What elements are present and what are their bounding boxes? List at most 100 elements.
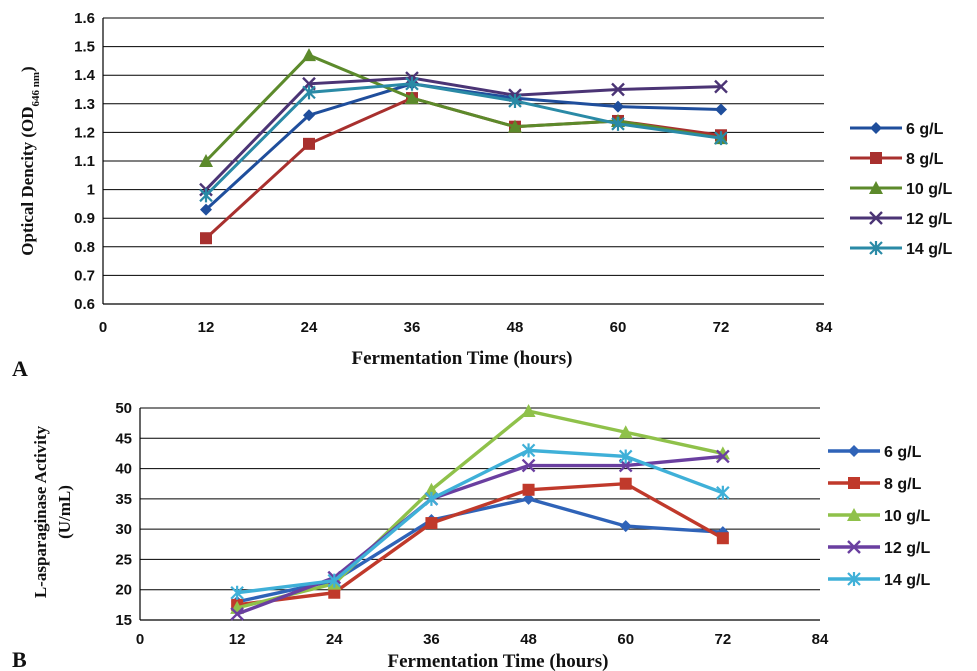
data-point — [328, 586, 341, 599]
data-point — [302, 85, 316, 100]
data-point — [303, 109, 315, 122]
legend-marker — [869, 181, 883, 194]
data-point — [716, 449, 730, 464]
legend-label: 12 g/L — [884, 540, 930, 557]
data-point — [521, 458, 536, 473]
x-tick-label: 12 — [198, 319, 215, 336]
legend-marker — [847, 508, 861, 521]
legend-marker — [870, 122, 882, 134]
data-point — [424, 482, 439, 496]
x-tick-label: 84 — [816, 319, 833, 336]
y-tick-label: 0.6 — [74, 296, 95, 313]
y-tick-label: 1.2 — [74, 124, 95, 141]
data-point — [405, 91, 419, 105]
data-point — [199, 154, 213, 167]
x-axis-title: Fermentation Time (hours) — [352, 348, 573, 369]
y-tick-label: 1 — [87, 182, 95, 199]
panel-label: A — [12, 356, 28, 381]
legend-marker — [848, 445, 860, 457]
data-point — [619, 477, 632, 490]
data-point — [425, 517, 438, 530]
legend-label: 10 g/L — [906, 181, 952, 198]
data-point — [302, 48, 316, 62]
x-tick-label: 84 — [812, 631, 829, 648]
legend-label: 14 g/L — [884, 572, 930, 589]
legend-marker — [869, 241, 883, 255]
legend-label: 6 g/L — [884, 444, 922, 461]
data-point — [714, 131, 728, 146]
y-axis-title-subscript: 646 nm — [30, 72, 42, 107]
legend-label: 12 g/L — [906, 211, 952, 228]
data-point — [611, 116, 625, 131]
data-point — [508, 119, 522, 133]
series-line — [204, 82, 722, 197]
x-axis-title: Fermentation Time (hours) — [388, 651, 609, 671]
y-tick-label: 20 — [115, 582, 132, 599]
data-point — [716, 532, 729, 545]
data-point — [618, 449, 633, 464]
y-tick-label: 25 — [115, 551, 132, 568]
y-tick-label: 0.7 — [74, 267, 95, 284]
legend-marker — [848, 477, 860, 489]
data-point — [618, 425, 633, 439]
data-point — [714, 79, 728, 94]
y-tick-label: 0.9 — [74, 210, 95, 227]
y-tick-label: 35 — [115, 491, 132, 508]
y-axis-title: Optical Dencity (OD646 nm) — [18, 66, 42, 255]
series-6gl — [200, 77, 727, 216]
chart-panel-b: 15 20 25 30 35 40 45 50 0 12 24 36 48 60 72 84 Fermentat… — [12, 400, 930, 671]
data-point — [230, 585, 244, 600]
data-point — [522, 483, 535, 496]
legend-label: 8 g/L — [884, 476, 922, 493]
legend-label: 8 g/L — [906, 151, 944, 168]
data-point — [521, 404, 536, 418]
data-point — [327, 573, 342, 588]
series-14gl — [199, 76, 728, 203]
x-tick-label: 72 — [715, 631, 732, 648]
panel-label: B — [12, 647, 27, 671]
data-point — [612, 100, 624, 113]
series-line — [204, 82, 722, 211]
legend-marker — [847, 572, 861, 586]
y-axis-title-end: ) — [18, 66, 37, 72]
x-tick-label: 12 — [229, 631, 246, 648]
y-axis-title-line1: L-asparaginase Activity — [31, 425, 50, 598]
x-tick-label: 24 — [326, 631, 343, 648]
x-tick-label: 0 — [99, 319, 107, 336]
x-tick-label: 36 — [404, 319, 421, 336]
series-line — [204, 76, 722, 191]
x-tick-label: 24 — [301, 319, 318, 336]
x-tick-label: 0 — [136, 631, 144, 648]
series-line — [236, 409, 724, 610]
series-line — [236, 448, 724, 595]
x-tick-label: 72 — [713, 319, 730, 336]
x-tick-label: 48 — [507, 319, 524, 336]
x-tick-label: 48 — [520, 631, 537, 648]
legend-marker — [870, 152, 882, 164]
y-axis-title-line2: (U/mL) — [55, 485, 74, 539]
y-tick-label: 1.3 — [74, 96, 95, 113]
data-point — [716, 485, 730, 500]
data-point — [424, 491, 439, 506]
data-point — [199, 188, 213, 203]
data-point — [200, 232, 212, 245]
data-point — [619, 520, 632, 533]
y-tick-label: 1.4 — [74, 67, 96, 84]
x-tick-label: 60 — [617, 631, 634, 648]
chart-panel-a: 0.6 0.7 0.8 0.9 1 1.1 1.2 1.3 1.4 1.5 1.6 0 12 24 36 48… — [12, 10, 952, 381]
data-point — [522, 492, 535, 505]
data-point — [303, 137, 315, 150]
legend-label: 10 g/L — [884, 508, 930, 525]
y-tick-label: 1.1 — [74, 153, 95, 170]
data-point — [521, 443, 536, 458]
y-tick-label: 15 — [115, 612, 132, 629]
data-point — [230, 607, 244, 621]
y-tick-label: 0.8 — [74, 239, 95, 256]
y-axis-title-text: Optical Dencity (OD — [18, 107, 37, 256]
legend-label: 14 g/L — [906, 241, 952, 258]
x-tick-label: 60 — [610, 319, 627, 336]
data-point — [508, 93, 522, 108]
data-point — [611, 82, 625, 97]
series-line — [204, 53, 722, 163]
